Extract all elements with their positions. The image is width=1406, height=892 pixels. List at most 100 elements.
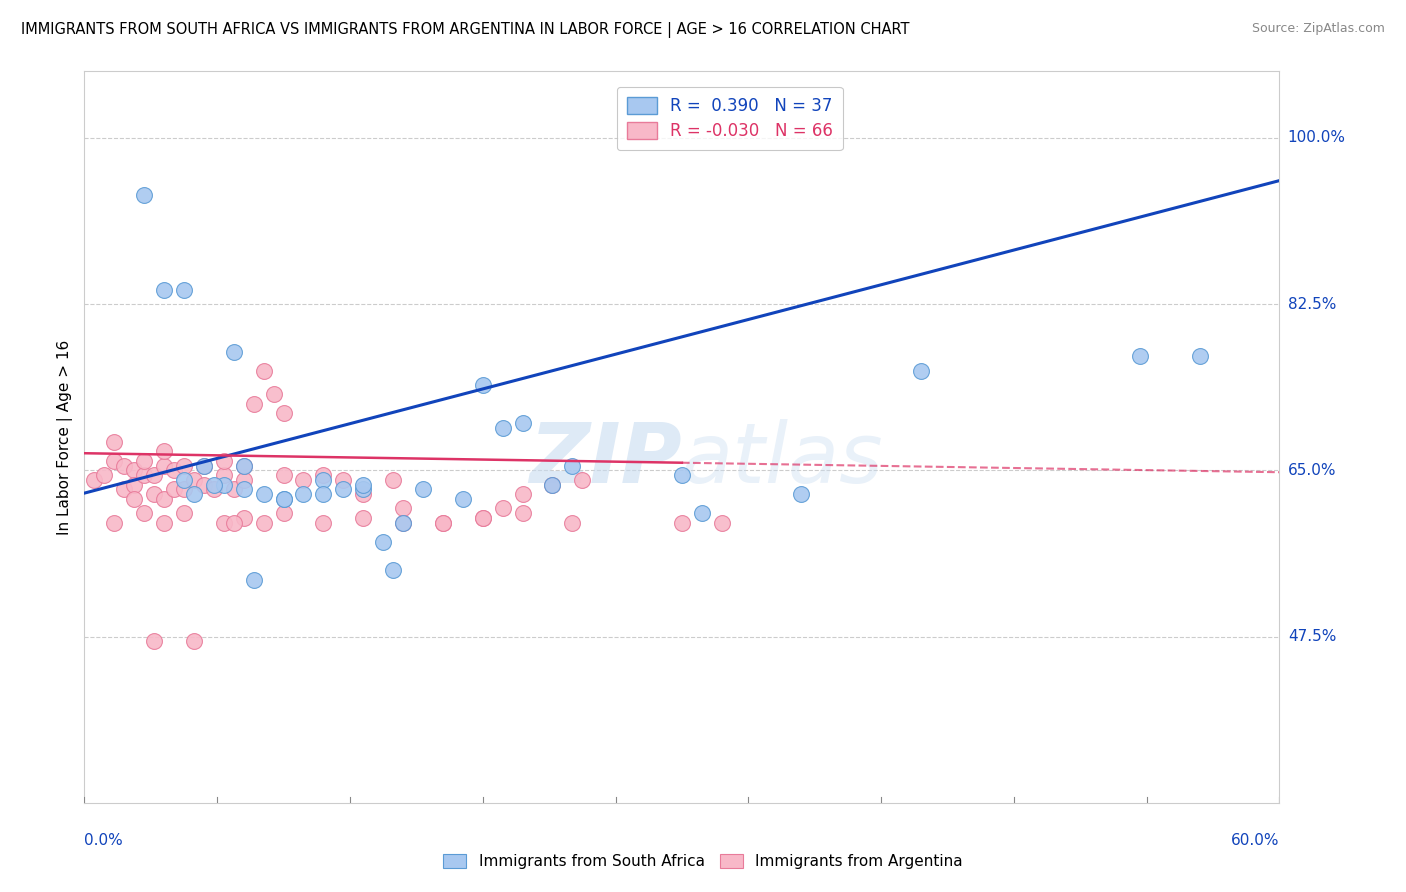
- Point: [392, 501, 415, 516]
- Point: [173, 483, 195, 497]
- Point: [541, 477, 564, 491]
- Point: [242, 573, 264, 587]
- Point: [392, 516, 415, 530]
- Point: [382, 473, 405, 487]
- Point: [143, 487, 166, 501]
- Text: Source: ZipAtlas.com: Source: ZipAtlas.com: [1251, 22, 1385, 36]
- Text: 100.0%: 100.0%: [1288, 130, 1346, 145]
- Point: [671, 468, 693, 483]
- Point: [212, 477, 235, 491]
- Point: [132, 187, 156, 202]
- Point: [232, 458, 254, 473]
- Point: [571, 473, 593, 487]
- Point: [432, 516, 454, 530]
- Point: [132, 468, 156, 483]
- Point: [83, 473, 105, 487]
- Point: [292, 487, 315, 501]
- Point: [232, 483, 254, 497]
- Text: 47.5%: 47.5%: [1288, 629, 1336, 644]
- Text: IMMIGRANTS FROM SOUTH AFRICA VS IMMIGRANTS FROM ARGENTINA IN LABOR FORCE | AGE >: IMMIGRANTS FROM SOUTH AFRICA VS IMMIGRAN…: [21, 22, 910, 38]
- Point: [242, 397, 264, 411]
- Text: 0.0%: 0.0%: [84, 833, 124, 848]
- Point: [292, 473, 315, 487]
- Point: [273, 468, 295, 483]
- Point: [690, 506, 713, 520]
- Point: [153, 458, 176, 473]
- Point: [710, 516, 733, 530]
- Point: [352, 483, 374, 497]
- Text: ZIP: ZIP: [529, 418, 682, 500]
- Point: [512, 506, 534, 520]
- Text: atlas: atlas: [682, 418, 883, 500]
- Point: [193, 477, 215, 491]
- Point: [1129, 349, 1152, 363]
- Point: [253, 487, 276, 501]
- Point: [132, 506, 156, 520]
- Point: [492, 420, 515, 434]
- Point: [153, 283, 176, 297]
- Point: [512, 487, 534, 501]
- Point: [492, 501, 515, 516]
- Point: [312, 516, 335, 530]
- Point: [212, 454, 235, 468]
- Point: [143, 468, 166, 483]
- Point: [222, 344, 245, 359]
- Point: [352, 511, 374, 525]
- Point: [163, 483, 186, 497]
- Point: [153, 444, 176, 458]
- Point: [312, 487, 335, 501]
- Point: [232, 473, 254, 487]
- Point: [173, 458, 195, 473]
- Point: [790, 487, 813, 501]
- Point: [232, 511, 254, 525]
- Y-axis label: In Labor Force | Age > 16: In Labor Force | Age > 16: [58, 340, 73, 534]
- Point: [103, 454, 125, 468]
- Point: [332, 473, 354, 487]
- Point: [122, 477, 145, 491]
- Point: [103, 516, 125, 530]
- Point: [1188, 349, 1211, 363]
- Point: [222, 483, 245, 497]
- Point: [471, 511, 494, 525]
- Point: [153, 491, 176, 506]
- Text: 82.5%: 82.5%: [1288, 297, 1336, 311]
- Point: [232, 458, 254, 473]
- Point: [412, 483, 434, 497]
- Point: [382, 563, 405, 577]
- Point: [173, 473, 195, 487]
- Point: [312, 468, 335, 483]
- Point: [352, 487, 374, 501]
- Point: [373, 534, 395, 549]
- Point: [193, 458, 215, 473]
- Point: [173, 506, 195, 520]
- Point: [253, 363, 276, 377]
- Point: [451, 491, 474, 506]
- Point: [273, 491, 295, 506]
- Point: [193, 458, 215, 473]
- Point: [910, 363, 932, 377]
- Point: [541, 477, 564, 491]
- Point: [392, 516, 415, 530]
- Point: [273, 491, 295, 506]
- Point: [163, 463, 186, 477]
- Point: [671, 516, 693, 530]
- Point: [212, 516, 235, 530]
- Legend: Immigrants from South Africa, Immigrants from Argentina: Immigrants from South Africa, Immigrants…: [437, 848, 969, 875]
- Point: [352, 477, 374, 491]
- Point: [93, 468, 115, 483]
- Point: [212, 468, 235, 483]
- Point: [273, 406, 295, 420]
- Point: [561, 516, 583, 530]
- Point: [512, 416, 534, 430]
- Point: [222, 516, 245, 530]
- Point: [432, 516, 454, 530]
- Point: [173, 283, 195, 297]
- Text: 65.0%: 65.0%: [1288, 463, 1336, 478]
- Point: [253, 516, 276, 530]
- Point: [112, 458, 135, 473]
- Point: [153, 516, 176, 530]
- Point: [183, 634, 205, 648]
- Point: [332, 483, 354, 497]
- Point: [122, 491, 145, 506]
- Point: [561, 458, 583, 473]
